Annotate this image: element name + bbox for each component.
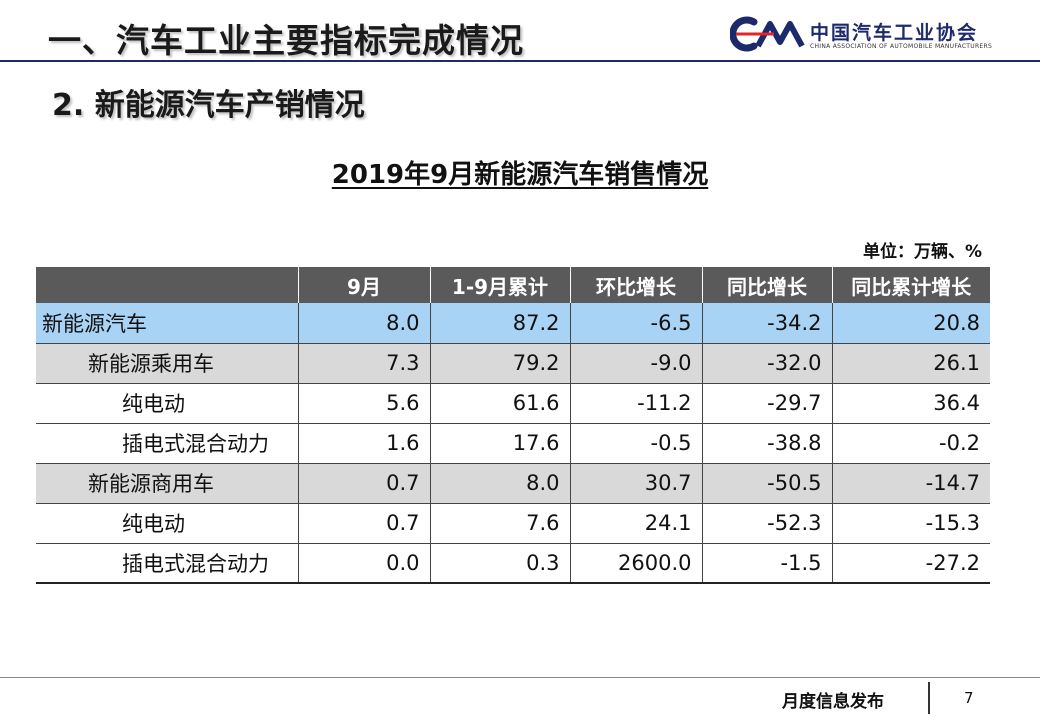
cell-september: 8.0 <box>298 303 431 344</box>
cell-yoy: -34.2 <box>702 303 833 344</box>
cell-mom: 30.7 <box>570 463 703 504</box>
cell-september: 5.6 <box>298 383 431 424</box>
sales-table: 9月 1-9月累计 环比增长 同比增长 同比累计增长 新能源汽车 8.0 87.… <box>36 267 990 584</box>
column-header-september: 9月 <box>298 267 431 303</box>
cell-mom: 24.1 <box>570 503 703 544</box>
cell-yoy: -32.0 <box>702 343 833 384</box>
caam-logo: 中国汽车工业协会 CHINA ASSOCIATION OF AUTOMOBILE… <box>730 16 1000 56</box>
table-row: 纯电动 5.6 61.6 -11.2 -29.7 36.4 <box>36 383 990 424</box>
unit-label: 单位：万辆、% <box>862 242 982 262</box>
cell-ytd-yoy: -14.7 <box>832 463 990 504</box>
cell-yoy: -1.5 <box>702 543 833 584</box>
cell-september: 7.3 <box>298 343 431 384</box>
cell-mom: 2600.0 <box>570 543 703 584</box>
cell-mom: -0.5 <box>570 423 703 464</box>
header-divider <box>0 60 1040 62</box>
table-row: 新能源乘用车 7.3 79.2 -9.0 -32.0 26.1 <box>36 343 990 384</box>
table-row: 新能源汽车 8.0 87.2 -6.5 -34.2 20.8 <box>36 303 990 344</box>
cell-ytd: 87.2 <box>430 303 571 344</box>
cell-september: 0.7 <box>298 463 431 504</box>
cell-ytd: 17.6 <box>430 423 571 464</box>
row-label: 插电式混合动力 <box>36 543 299 584</box>
column-header-mom: 环比增长 <box>570 267 703 303</box>
footer-separator <box>928 682 930 714</box>
cell-mom: -11.2 <box>570 383 703 424</box>
cell-yoy: -52.3 <box>702 503 833 544</box>
row-label: 纯电动 <box>36 503 299 544</box>
table-title: 2019年9月新能源汽车销售情况 <box>0 154 1040 191</box>
row-label: 纯电动 <box>36 383 299 424</box>
cell-september: 0.7 <box>298 503 431 544</box>
cell-september: 0.0 <box>298 543 431 584</box>
cell-ytd: 7.6 <box>430 503 571 544</box>
cell-yoy: -50.5 <box>702 463 833 504</box>
cell-ytd: 61.6 <box>430 383 571 424</box>
table-header-row: 9月 1-9月累计 环比增长 同比增长 同比累计增长 <box>36 267 990 303</box>
footer-divider <box>0 677 1040 678</box>
cell-ytd-yoy: -15.3 <box>832 503 990 544</box>
table-title-text: 2019年9月新能源汽车销售情况 <box>331 160 709 190</box>
table-row: 新能源商用车 0.7 8.0 30.7 -50.5 -14.7 <box>36 463 990 504</box>
slide-heading: 一、汽车工业主要指标完成情况 <box>48 21 524 60</box>
cell-yoy: -38.8 <box>702 423 833 464</box>
table-row: 纯电动 0.7 7.6 24.1 -52.3 -15.3 <box>36 503 990 544</box>
page-number: 7 <box>964 689 974 707</box>
cell-mom: -9.0 <box>570 343 703 384</box>
column-header-category <box>36 267 299 303</box>
footer-label: 月度信息发布 <box>782 692 884 712</box>
cell-ytd-yoy: 36.4 <box>832 383 990 424</box>
caam-logo-mark-icon <box>730 16 805 52</box>
cell-ytd-yoy: 26.1 <box>832 343 990 384</box>
row-label: 插电式混合动力 <box>36 423 299 464</box>
column-header-ytd-yoy: 同比累计增长 <box>832 267 990 303</box>
column-header-yoy: 同比增长 <box>702 267 833 303</box>
cell-ytd-yoy: -27.2 <box>832 543 990 584</box>
cell-ytd: 79.2 <box>430 343 571 384</box>
row-label: 新能源汽车 <box>36 303 299 344</box>
row-label: 新能源商用车 <box>36 463 299 504</box>
cell-mom: -6.5 <box>570 303 703 344</box>
cell-ytd-yoy: -0.2 <box>832 423 990 464</box>
cell-ytd: 0.3 <box>430 543 571 584</box>
cell-yoy: -29.7 <box>702 383 833 424</box>
cell-ytd-yoy: 20.8 <box>832 303 990 344</box>
logo-english-name: CHINA ASSOCIATION OF AUTOMOBILE MANUFACT… <box>810 43 993 50</box>
section-title: 2. 新能源汽车产销情况 <box>52 88 365 123</box>
table-row: 插电式混合动力 1.6 17.6 -0.5 -38.8 -0.2 <box>36 423 990 464</box>
cell-ytd: 8.0 <box>430 463 571 504</box>
column-header-ytd: 1-9月累计 <box>430 267 571 303</box>
row-label: 新能源乘用车 <box>36 343 299 384</box>
cell-september: 1.6 <box>298 423 431 464</box>
table-row: 插电式混合动力 0.0 0.3 2600.0 -1.5 -27.2 <box>36 543 990 584</box>
logo-chinese-name: 中国汽车工业协会 <box>810 22 979 44</box>
